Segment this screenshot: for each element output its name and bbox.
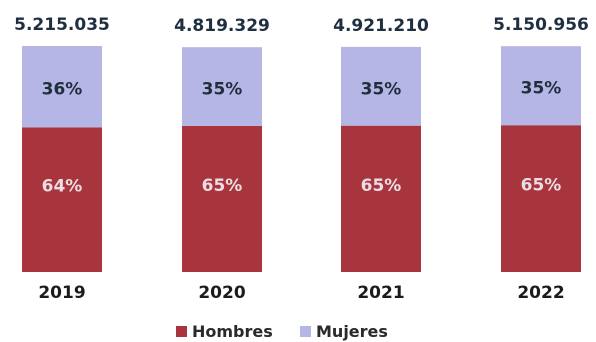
bar-mujeres-2021 [341,46,421,126]
data-label-hombres-2021: 65% [361,176,402,196]
x-tick-label-2020: 2020 [198,283,245,303]
total-label-2020: 4.819.329 [174,16,270,36]
legend-swatch-hombres [176,326,187,337]
data-label-hombres-2020: 65% [202,176,243,196]
bar-hombres-2019 [22,127,102,272]
total-label-2022: 5.150.956 [493,15,589,35]
legend-label-hombres: Hombres [192,322,273,341]
data-label-mujeres-2022: 35% [521,79,562,99]
bars-layer [22,46,581,272]
legend-label-mujeres: Mujeres [316,322,388,341]
total-label-2021: 4.921.210 [333,16,429,36]
data-label-hombres-2019: 64% [42,177,83,197]
x-tick-label-2022: 2022 [517,283,564,303]
bar-hombres-2022 [501,125,581,272]
data-label-hombres-2022: 65% [521,176,562,196]
bar-hombres-2021 [341,125,421,272]
bar-mujeres-2020 [182,47,262,126]
bar-mujeres-2019 [22,46,102,128]
data-label-mujeres-2020: 35% [202,80,243,100]
data-label-mujeres-2019: 36% [42,80,83,100]
x-tick-label-2021: 2021 [357,283,404,303]
labels-layer: 64% 36% 5.215.035 2019 65% 35% 4.819.329 2020 65… [14,15,589,303]
data-label-mujeres-2021: 35% [361,79,402,99]
total-label-2019: 5.215.035 [14,15,110,35]
bar-mujeres-2022 [501,46,581,126]
legend-swatch-mujeres [300,326,311,337]
legend: Hombres Mujeres [176,322,388,341]
bar-hombres-2020 [182,125,262,272]
x-tick-label-2019: 2019 [38,283,85,303]
